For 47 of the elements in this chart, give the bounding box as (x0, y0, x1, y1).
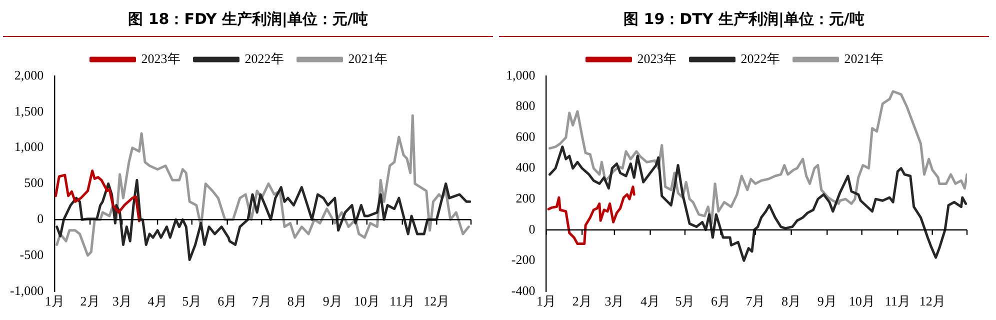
x-tick-label: 4月 (640, 294, 660, 309)
x-tick-label: 7月 (746, 294, 766, 309)
x-tick-label: 8月 (782, 294, 802, 309)
x-tick-label: 6月 (711, 294, 731, 309)
x-tick-label: 5月 (675, 294, 695, 309)
y-tick-label: 1,000 (14, 139, 44, 154)
y-tick-label: 600 (516, 128, 536, 144)
x-tick-label: 10月 (354, 294, 380, 309)
legend-label: 2022年 (740, 50, 780, 66)
y-tick-label: 500 (24, 175, 44, 190)
chart-title: 图 18：FDY 生产利润|单位：元/吨 (3, 4, 493, 37)
x-tick-label: 1月 (44, 294, 64, 309)
x-tick-label: 12月 (919, 294, 946, 309)
x-tick-label: 6月 (218, 294, 238, 309)
x-tick-label: 7月 (252, 294, 272, 309)
y-tick-label: 0 (37, 211, 44, 226)
legend-label: 2021年 (844, 50, 884, 66)
legend-label: 2022年 (244, 50, 284, 66)
x-tick-label: 9月 (322, 294, 342, 309)
y-tick-label: 400 (516, 160, 536, 175)
x-tick-label: 3月 (112, 294, 132, 309)
y-tick-label: 1,500 (14, 103, 44, 118)
y-tick-label: 200 (516, 190, 536, 206)
y-tick-label: -500 (20, 246, 44, 262)
x-tick-label: 12月 (424, 294, 450, 309)
y-tick-label: 1,000 (506, 67, 536, 82)
x-tick-label: 10月 (848, 294, 875, 309)
y-tick-label: 2,000 (14, 67, 44, 82)
y-tick-label: -400 (511, 282, 536, 298)
x-tick-label: 11月 (390, 294, 416, 309)
y-tick-label: -1,000 (10, 282, 44, 298)
x-tick-label: 1月 (536, 294, 556, 309)
x-tick-label: 11月 (884, 294, 910, 309)
y-tick-label: 0 (528, 221, 536, 236)
x-tick-label: 5月 (182, 294, 202, 309)
x-tick-label: 2月 (572, 294, 592, 309)
x-tick-label: 8月 (287, 294, 307, 309)
x-tick-label: 3月 (604, 294, 624, 309)
legend-label: 2023年 (141, 50, 180, 66)
y-tick-label: -200 (511, 252, 536, 268)
x-tick-label: 2月 (80, 294, 100, 309)
x-tick-label: 9月 (817, 294, 837, 309)
chart-title: 图 19：DTY 生产利润|单位：元/吨 (499, 4, 989, 37)
x-tick-label: 4月 (148, 294, 168, 309)
legend-label: 2023年 (637, 50, 676, 66)
y-tick-label: 800 (516, 98, 536, 114)
legend-label: 2021年 (348, 50, 388, 66)
